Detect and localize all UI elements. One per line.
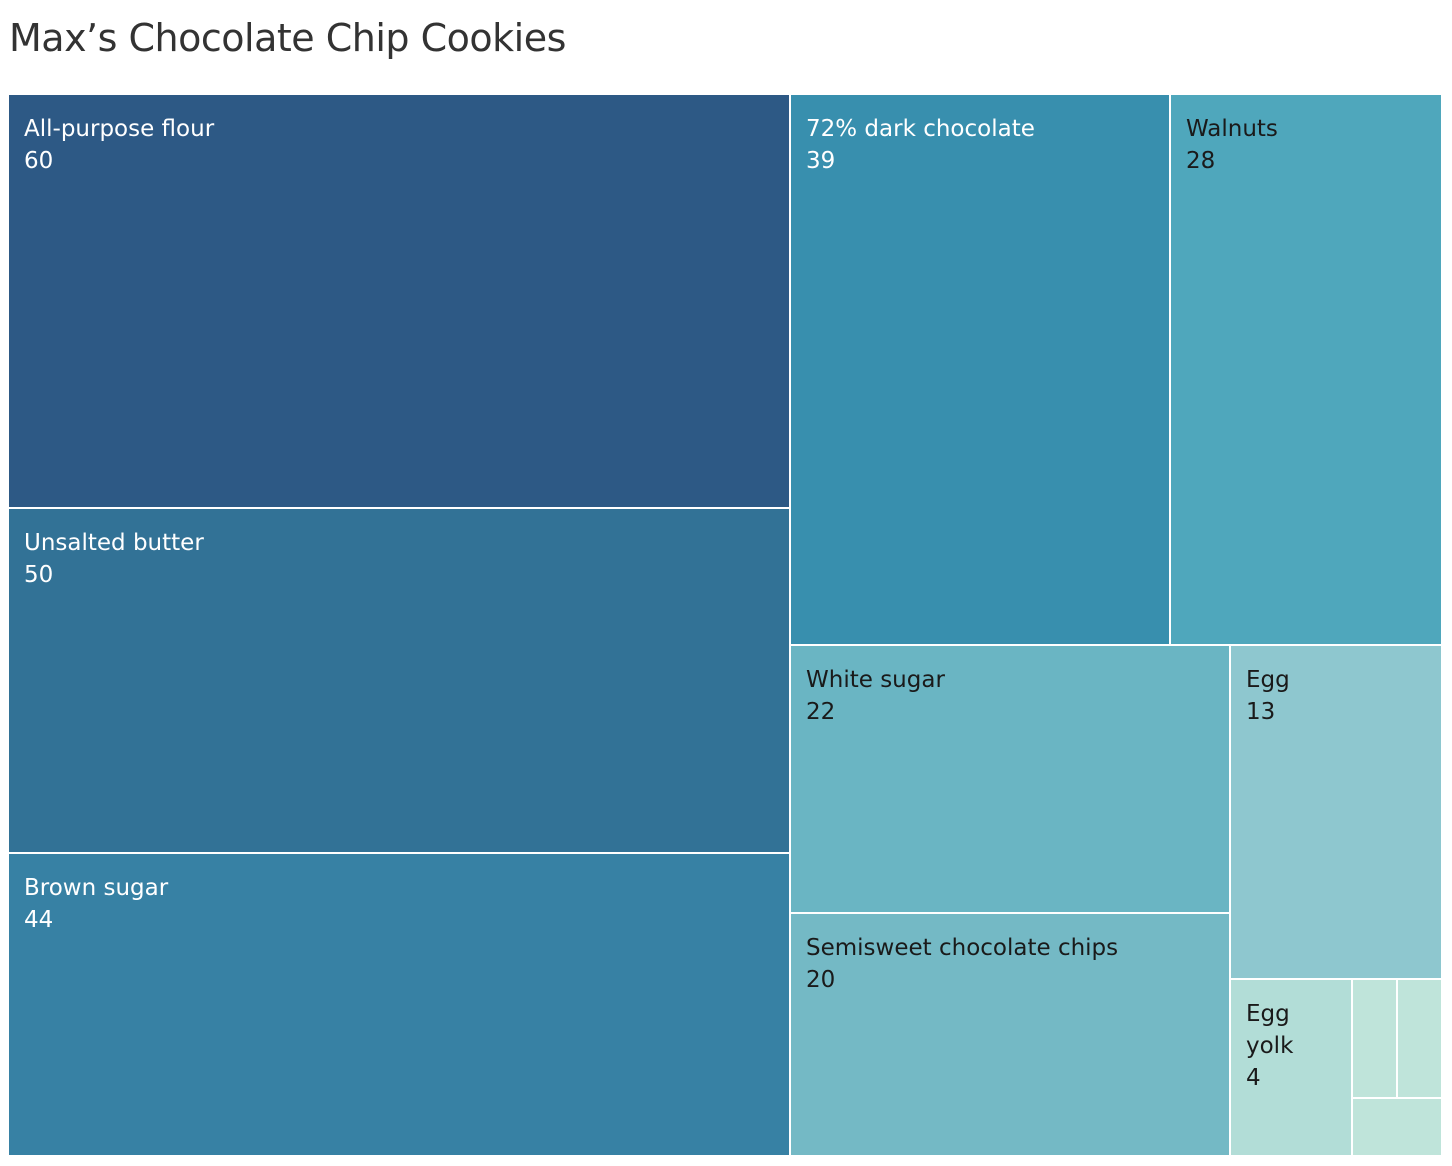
treemap-tile[interactable] xyxy=(1398,980,1443,1099)
treemap-tile[interactable]: White sugar 22 xyxy=(791,646,1231,914)
tile-value: 39 xyxy=(806,148,836,174)
tile-name: Semisweet chocolate chips xyxy=(806,935,1119,961)
tile-label: Semisweet chocolate chips 20 xyxy=(806,932,1118,996)
treemap-tile[interactable]: Semisweet chocolate chips 20 xyxy=(791,914,1231,1157)
tile-value: 60 xyxy=(24,148,54,174)
treemap-tile[interactable]: Unsalted butter 50 xyxy=(9,509,791,854)
treemap-tile[interactable] xyxy=(1353,980,1398,1099)
tile-label: Egg yolk 4 xyxy=(1246,998,1293,1094)
treemap-tile[interactable]: 72% dark chocolate 39 xyxy=(791,95,1171,646)
treemap-tile[interactable]: Brown sugar 44 xyxy=(9,854,791,1157)
tile-value: 28 xyxy=(1186,148,1216,174)
tile-name: Egg xyxy=(1246,667,1290,693)
tile-name: White sugar xyxy=(806,667,945,693)
tile-label: Brown sugar 44 xyxy=(24,872,168,936)
tile-name: 72% dark chocolate xyxy=(806,116,1035,142)
tile-name: Brown sugar xyxy=(24,875,169,901)
tile-value: 22 xyxy=(806,699,836,725)
tile-label: Unsalted butter 50 xyxy=(24,527,204,591)
tile-label: All-purpose flour 60 xyxy=(24,113,214,177)
tile-label: White sugar 22 xyxy=(806,664,945,728)
treemap-tile[interactable]: Egg yolk 4 xyxy=(1231,980,1353,1157)
treemap: All-purpose flour 60 Unsalted butter 50 Brow… xyxy=(9,95,1443,1157)
tile-label: 72% dark chocolate 39 xyxy=(806,113,1035,177)
tile-value: 13 xyxy=(1246,699,1276,725)
tile-name: Walnuts xyxy=(1186,116,1278,142)
tile-name: Egg yolk xyxy=(1246,1001,1294,1059)
tile-label: Egg 13 xyxy=(1246,664,1290,728)
tile-value: 44 xyxy=(24,907,54,933)
tile-value: 20 xyxy=(806,967,836,993)
treemap-tile[interactable]: All-purpose flour 60 xyxy=(9,95,791,509)
chart-title: Max’s Chocolate Chip Cookies xyxy=(9,16,566,60)
tile-value: 4 xyxy=(1246,1065,1261,1091)
treemap-tile[interactable]: Egg 13 xyxy=(1231,646,1443,980)
tile-name: Unsalted butter xyxy=(24,530,204,556)
treemap-tile[interactable]: Walnuts 28 xyxy=(1171,95,1443,646)
treemap-tile[interactable] xyxy=(1353,1099,1443,1157)
tile-label: Walnuts 28 xyxy=(1186,113,1278,177)
tile-value: 50 xyxy=(24,562,54,588)
tile-name: All-purpose flour xyxy=(24,116,215,142)
